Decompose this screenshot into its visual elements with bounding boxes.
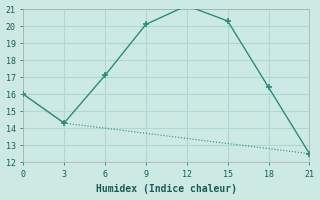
X-axis label: Humidex (Indice chaleur): Humidex (Indice chaleur) — [96, 184, 237, 194]
